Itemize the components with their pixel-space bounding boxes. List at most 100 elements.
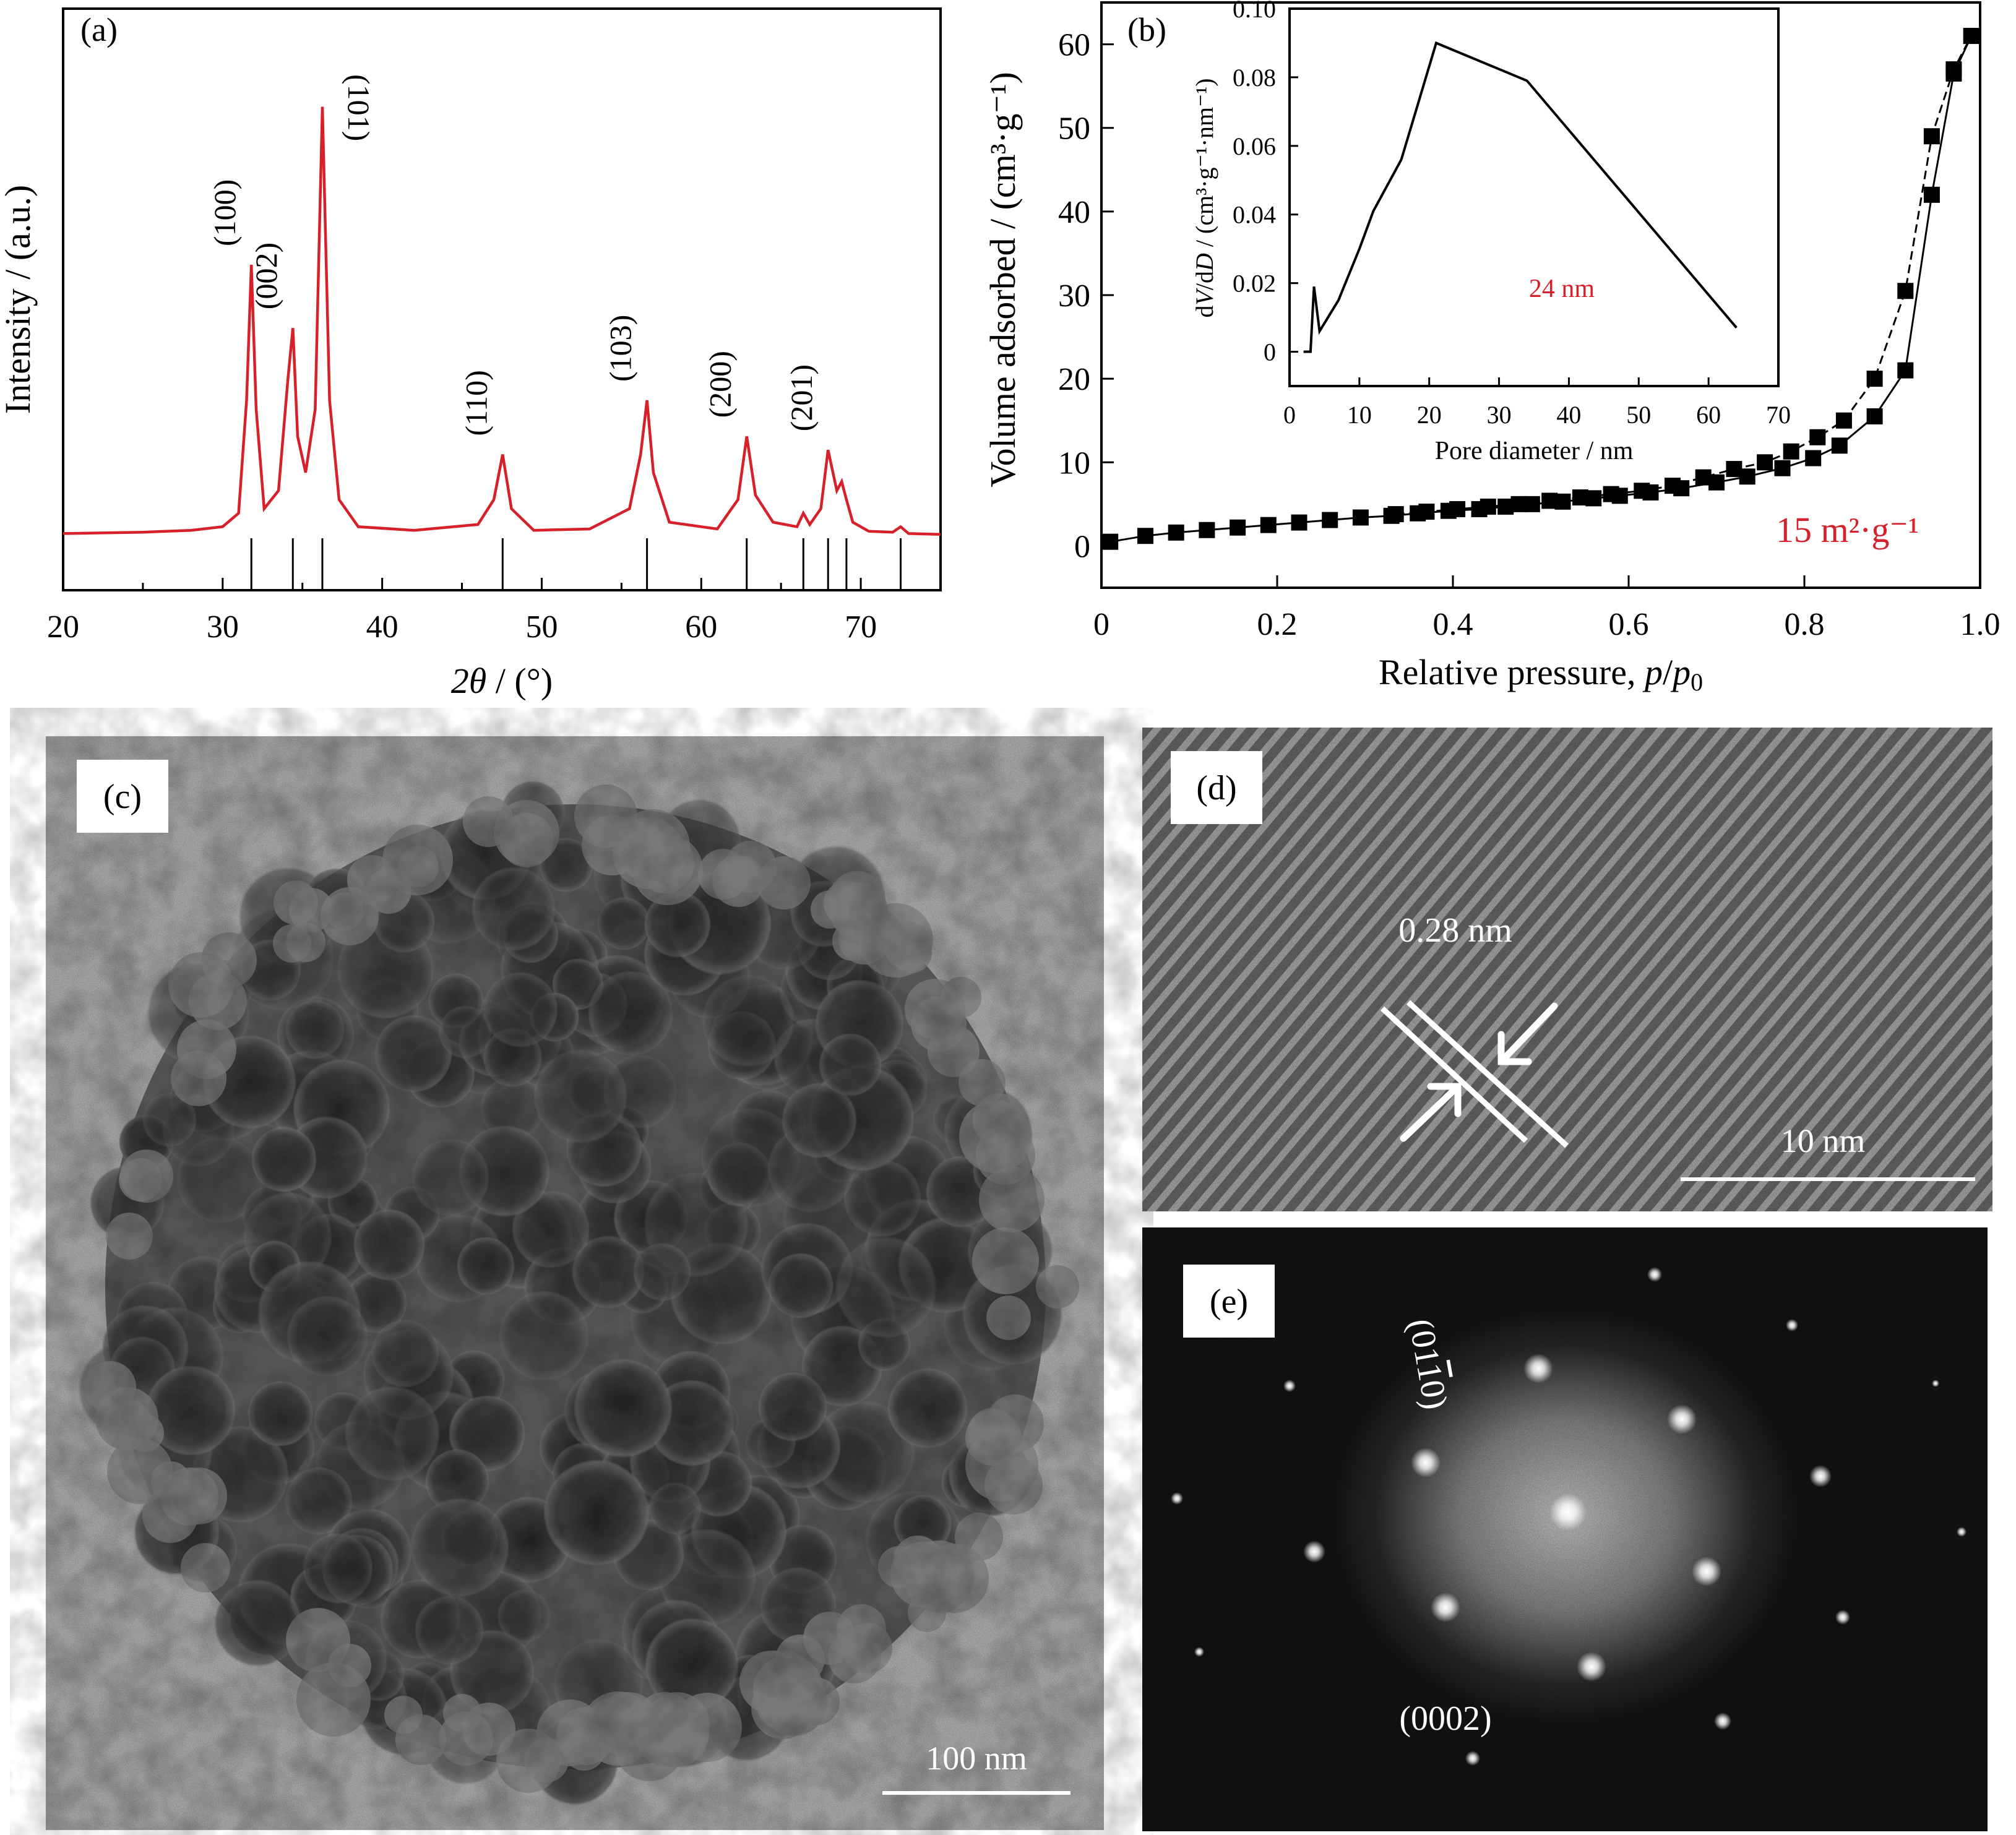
data-point-square: [1480, 498, 1496, 515]
inset-x-tick-label: 20: [1417, 401, 1442, 429]
lattice-spacing-label: 0.28 nm: [1398, 911, 1512, 950]
diffraction-spot: [1465, 1751, 1480, 1766]
data-point-square: [1831, 437, 1848, 454]
diffraction-spot: [1667, 1404, 1697, 1434]
peak-label: (200): [703, 351, 738, 418]
xrd-pattern-line: [62, 106, 941, 536]
data-point-square: [1897, 362, 1914, 379]
panel-c-label-box: [77, 760, 168, 833]
data-point-square: [1783, 443, 1799, 460]
spot-label-0002: (0002): [1399, 1700, 1491, 1738]
y-tick-label: 30: [1058, 278, 1090, 314]
diffraction-spot: [1786, 1319, 1798, 1331]
diffraction-spot: [1303, 1541, 1325, 1563]
data-point-square: [1322, 512, 1338, 528]
data-point-square: [1418, 504, 1435, 520]
diffraction-spot: [1577, 1652, 1606, 1682]
svg-text:(0110): (0110): [1401, 1316, 1455, 1412]
data-point-square: [1665, 478, 1681, 494]
diffraction-spot: [1431, 1592, 1460, 1622]
data-point-square: [1137, 528, 1153, 544]
diffraction-spot: [1692, 1557, 1721, 1586]
data-point-square: [1945, 61, 1962, 78]
y-tick-label: 20: [1058, 362, 1090, 397]
diffraction-spot: [1714, 1713, 1731, 1730]
panel-e-fft-pattern: (e) (0110) (0002): [1142, 1227, 1988, 1831]
y-tick-label: 10: [1058, 445, 1090, 481]
inset-y-tick-label: 0.10: [1233, 0, 1276, 23]
x-axis-title: 2θ / (°): [451, 661, 553, 701]
x-tick-label: 0.2: [1257, 607, 1298, 642]
inset-frame: [1288, 7, 1780, 387]
peak-label: (110): [459, 370, 493, 436]
panel-a-xrd: (a) (100)(002)(101)(110)(103)(200) (201) …: [0, 7, 942, 701]
peak-labels: (100)(002) (101) (110) (103) (200) (201): [207, 74, 819, 436]
pore-distribution-line: [1303, 41, 1738, 353]
data-point-square: [1805, 450, 1822, 466]
inset-y-tick-label: 0.04: [1233, 201, 1276, 229]
diffraction-spot: [1283, 1380, 1296, 1392]
isotherm-line: [1395, 35, 1973, 515]
data-point-square: [1634, 483, 1650, 499]
panel-c-tem-image: (c) 100 nm: [46, 736, 1104, 1830]
diffraction-spot: [1411, 1448, 1441, 1477]
diffraction-spot: [1809, 1465, 1832, 1487]
reference-lines: [250, 538, 902, 589]
data-point-square: [1572, 489, 1588, 506]
data-point-square: [1510, 496, 1527, 512]
x-tick-label: 60: [685, 609, 717, 645]
inset-x-tick-label: 50: [1626, 401, 1651, 429]
data-point-square: [1102, 533, 1119, 550]
y-tick-label: 40: [1058, 195, 1090, 230]
x-tick-label: 50: [525, 609, 558, 645]
inset-x-tick-label: 0: [1283, 401, 1296, 429]
x-tick-label: 0.8: [1785, 607, 1825, 642]
diffraction-spot: [1523, 1354, 1553, 1383]
data-point-square: [1923, 186, 1940, 203]
surface-area-annotation: 15 m²·g⁻¹: [1776, 510, 1919, 550]
pore-size-inset: 0 10 20 30 40 50 60 70 0 0.02 0.04 0.06 0.08 0.10 24 …: [1191, 0, 1791, 465]
x-axis-title: Relative pressure, p/p0: [1379, 652, 1703, 696]
inset-x-tick-label: 40: [1556, 401, 1581, 429]
inset-x-title: Pore diameter / nm: [1435, 437, 1634, 465]
data-point-square: [1541, 492, 1558, 509]
x-tick-label: 70: [845, 609, 877, 645]
peak-label: (101): [342, 74, 376, 141]
data-point-square: [1260, 517, 1277, 533]
data-point-square: [1866, 371, 1883, 387]
panel-e-label-box: [1183, 1265, 1275, 1338]
inset-x-tick-label: 10: [1347, 401, 1372, 429]
data-point-square: [1726, 461, 1742, 478]
x-tick-label: 1.0: [1960, 607, 2001, 642]
x-tick-label: 0.4: [1433, 607, 1473, 642]
data-point-square: [1603, 486, 1619, 502]
x-axis-ticks: 20 30 40 50 60 70: [47, 578, 877, 645]
arrow-icon-upper: [1497, 1002, 1558, 1065]
data-point-square: [1809, 429, 1826, 445]
arrow-icon-lower: [1400, 1083, 1462, 1142]
panel-c-label: (c): [103, 778, 142, 816]
y-tick-label: 60: [1058, 28, 1090, 63]
diffraction-spot: [1957, 1527, 1966, 1537]
nanoparticle-aggregate: [77, 780, 1079, 1806]
inset-x-tick-label: 30: [1487, 401, 1512, 429]
panel-e-label: (e): [1210, 1283, 1248, 1321]
scale-bar-label: 10 nm: [1781, 1122, 1866, 1159]
panel-b-isotherm: (b) 0 0.2 0.4 0.6 0.8 1.0 0 10 20 30 40 50 60 15 m²·…: [983, 0, 2001, 696]
data-point-square: [1168, 524, 1184, 541]
panel-d-label-box: [1171, 751, 1262, 824]
data-point-square: [1774, 460, 1791, 476]
inset-x-tick-label: 60: [1696, 401, 1721, 429]
peak-label: (103): [603, 315, 638, 382]
diffraction-spot: [1171, 1492, 1183, 1505]
y-tick-label: 50: [1058, 111, 1090, 147]
x-tick-label: 20: [47, 609, 79, 645]
data-point-square: [1757, 454, 1773, 471]
data-point-square: [1230, 519, 1246, 536]
inset-y-tick-label: 0.02: [1233, 270, 1276, 298]
diffraction-spot: [1835, 1610, 1850, 1625]
data-point-square: [1449, 501, 1466, 517]
panel-d-hrtem-image: (d) 0.28 nm 10 nm: [1142, 728, 1992, 1211]
panel-b-label: (b): [1127, 11, 1166, 48]
panel-a-frame: [62, 7, 942, 591]
